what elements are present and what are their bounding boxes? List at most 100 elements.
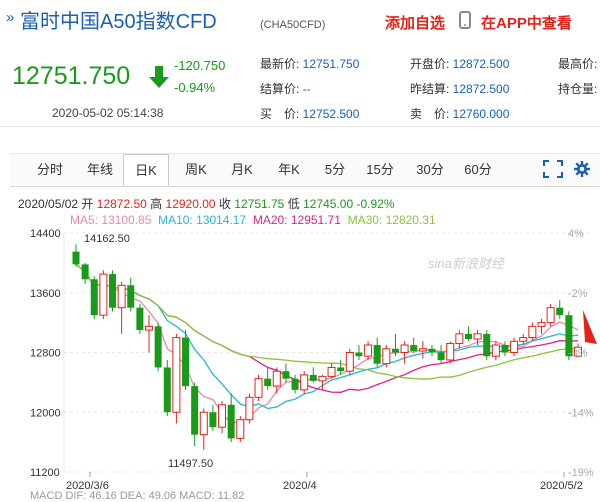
high-annotation: 14162.50 xyxy=(84,233,130,245)
title-bar: » 富时中国A50指数CFD (CHA50CFD) 添加自选 在APP中查看 xyxy=(0,0,600,40)
candle-body xyxy=(300,374,309,391)
candle-body xyxy=(127,285,135,308)
ohlc-close: 12751.75 xyxy=(234,197,285,211)
tab-5min[interactable]: 5分 xyxy=(324,162,346,177)
pct-tick-label: -8% xyxy=(568,348,588,360)
candle-body xyxy=(483,333,491,357)
pct-tick-label: -14% xyxy=(568,407,594,419)
candle-body xyxy=(437,352,445,360)
y-tick-label: 12800 xyxy=(30,348,61,360)
low-annotation: 11497.50 xyxy=(168,458,213,470)
open-in-app-button[interactable]: 在APP中查看 xyxy=(481,15,572,32)
instrument-name: 富时中国A50指数CFD xyxy=(20,11,217,33)
candle-body xyxy=(245,396,254,421)
ma30-label: MA30: 12820.31 xyxy=(347,213,436,227)
y-tick-label: 12000 xyxy=(30,407,61,419)
candle-body xyxy=(565,315,573,357)
candle-body xyxy=(391,348,399,353)
candle-body xyxy=(410,345,418,352)
quote-bid: 买 价: 12752.500 xyxy=(260,107,360,121)
price-change: -120.750 xyxy=(174,58,226,73)
candle-body xyxy=(556,307,564,316)
ohlc-info-row: 2020/05/02 开 12872.50 高 12920.00 收 12751… xyxy=(18,197,395,211)
tab-monthly-k[interactable]: 月K xyxy=(231,162,253,177)
candle-body xyxy=(345,352,354,372)
ma5-label: MA5: 13100.85 xyxy=(70,213,152,227)
candlestick-chart[interactable]: sina新浪财经 14400 4% 13600 -2% 12800 -8% 12000 -14… xyxy=(0,226,600,490)
candle-body xyxy=(272,370,281,387)
ma-legend: MA5: 13100.85 MA10: 13014.17 MA20: 12951… xyxy=(70,213,436,227)
candle-body xyxy=(510,340,519,353)
quote-prev-settlement: 昨结算: 12872.500 xyxy=(410,82,510,96)
pct-tick-label: -2% xyxy=(568,288,588,300)
candle-body xyxy=(254,378,263,398)
ma-line xyxy=(75,263,579,410)
candle-body xyxy=(172,337,181,413)
tab-yearly-k[interactable]: 年K xyxy=(278,162,300,177)
watermark-text: sina新浪财经 xyxy=(428,256,506,271)
tab-15min[interactable]: 15分 xyxy=(366,162,394,177)
candle-body xyxy=(546,307,555,324)
ma10-label: MA10: 13014.17 xyxy=(158,213,247,227)
ma-line xyxy=(75,263,579,425)
candle-body xyxy=(81,264,89,280)
candle-body xyxy=(227,404,235,439)
tab-60min[interactable]: 60分 xyxy=(464,162,492,177)
candle-body xyxy=(163,367,171,413)
candle-body xyxy=(282,371,290,379)
candle-body xyxy=(491,344,500,357)
candle-body xyxy=(473,333,482,340)
quote-timestamp: 2020-05-02 05:14:38 xyxy=(52,106,164,120)
title-chevron-icon: » xyxy=(6,9,15,26)
candle-body xyxy=(574,346,582,357)
candle-body xyxy=(418,348,427,352)
candle-body xyxy=(154,326,162,368)
candle-body xyxy=(455,333,464,345)
add-watchlist-button[interactable]: 添加自选 xyxy=(385,15,446,32)
down-arrow-icon xyxy=(149,66,169,88)
quote-ask: 卖 价: 12760.000 xyxy=(410,107,510,121)
macd-row: MACD DIF: 46.16 DEA: 49.06 MACD: 11.82 xyxy=(30,490,245,502)
quote-open-interest: 持仓量: xyxy=(558,82,598,96)
tab-timeshare[interactable]: 分时 xyxy=(36,162,63,177)
tab-weekly-k[interactable]: 周K xyxy=(185,162,207,177)
ohlc-pct: -0.92% xyxy=(356,197,395,211)
candle-body xyxy=(72,251,80,265)
candle-body xyxy=(464,333,472,340)
candle-body xyxy=(309,374,317,381)
tab-yearly-line[interactable]: 年线 xyxy=(86,162,113,177)
candle-body xyxy=(318,375,327,382)
candle-body xyxy=(537,322,546,327)
candle-body xyxy=(264,378,272,387)
price-change-percent: -0.94% xyxy=(174,80,216,95)
candle-body xyxy=(355,352,363,357)
candle-body xyxy=(182,337,190,387)
expand-icon[interactable] xyxy=(543,160,563,178)
candle-body xyxy=(145,325,154,331)
ma-line xyxy=(75,263,579,380)
candle-body xyxy=(191,386,199,435)
quote-open: 开盘价: 12872.500 xyxy=(410,57,510,71)
last-price: 12751.750 xyxy=(12,62,131,90)
candle-body xyxy=(382,348,391,365)
y-tick-label: 11200 xyxy=(30,467,60,479)
candle-body xyxy=(90,279,98,316)
tab-daily-k[interactable]: 日K xyxy=(123,154,169,186)
y-tick-label: 14400 xyxy=(30,228,61,240)
settings-icon[interactable] xyxy=(573,160,591,178)
ma20-label: MA20: 12951.71 xyxy=(252,213,341,227)
candle-body xyxy=(519,337,528,342)
candle-body xyxy=(199,411,208,436)
candle-body xyxy=(236,419,245,439)
ohlc-low: 12745.00 xyxy=(303,197,354,211)
quote-settlement: 结算价: -- xyxy=(260,82,311,96)
pct-tick-label: 4% xyxy=(568,228,584,240)
tab-30min[interactable]: 30分 xyxy=(416,162,444,177)
x-tick-label: 2020/4 xyxy=(283,480,317,490)
phone-icon xyxy=(459,11,471,29)
candle-body xyxy=(327,366,336,377)
pointer-arrow-icon xyxy=(583,310,597,344)
candle-body xyxy=(364,344,373,357)
candle-body xyxy=(373,345,381,364)
candle-body xyxy=(117,284,126,309)
